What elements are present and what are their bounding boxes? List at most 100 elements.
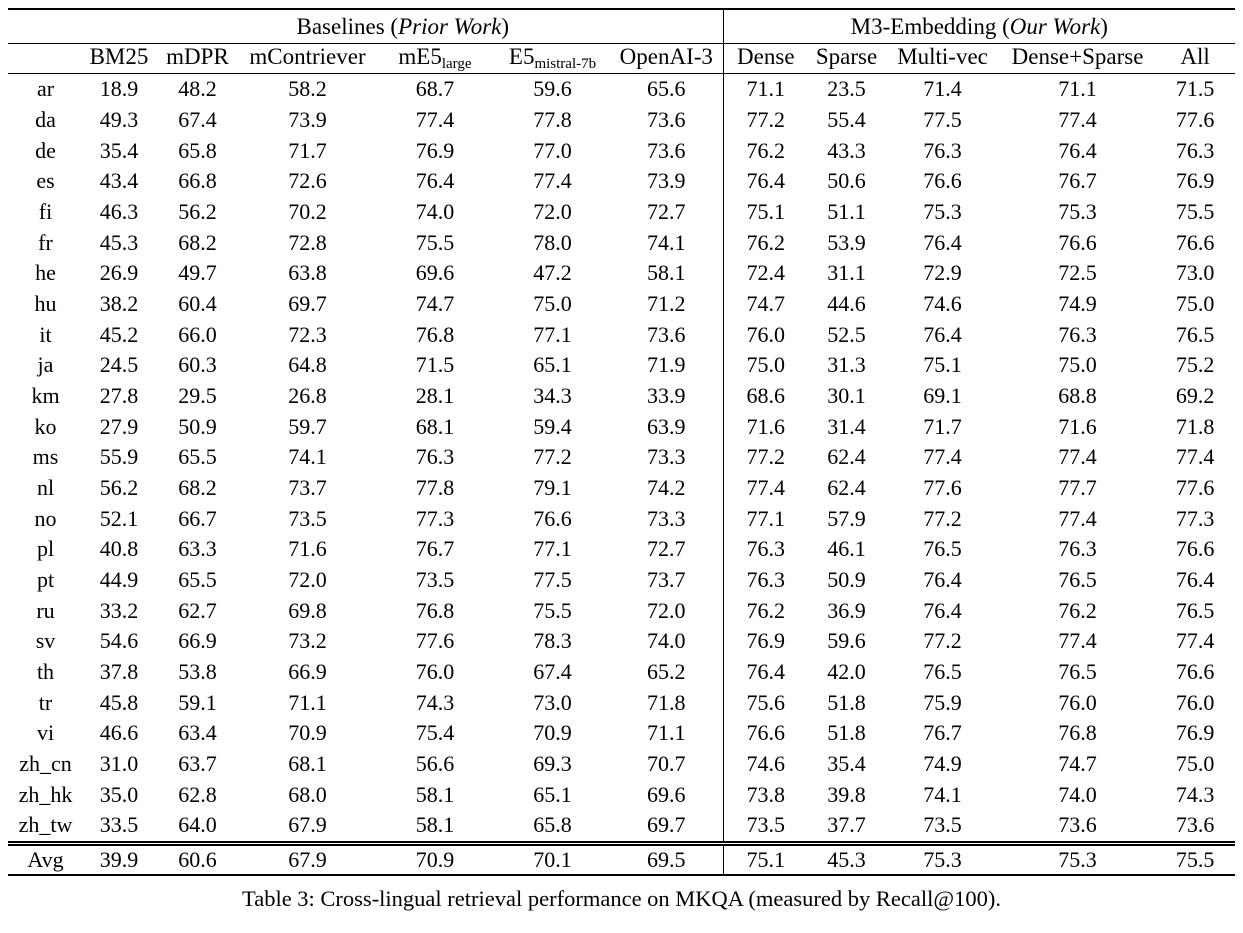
table-row: th 37.8 53.8 66.9 76.0 67.4 65.2 76.4 42.0 76.5 76… [8, 656, 1235, 688]
value-cell: 73.9 [647, 168, 686, 194]
value-cell: 51.1 [827, 199, 866, 225]
value-cell: 55.4 [827, 107, 866, 132]
value-cell: 28.1 [415, 383, 455, 409]
value-cell: 76.2 [722, 595, 809, 627]
value-cell: 65.8 [533, 812, 572, 838]
language-label: zh_cn [19, 751, 72, 777]
value-cell: 75.5 [1155, 840, 1236, 876]
value-cell: 47.2 [533, 260, 572, 286]
value-cell: 76.4 [923, 321, 962, 347]
value-cell: 77.2 [923, 505, 962, 531]
value-cell: 68.6 [722, 380, 809, 412]
value-cell: 71.7 [288, 137, 327, 163]
table-body: ar 18.9 48.2 58.2 68.7 59.6 65.6 71.1 23.5 71.4 71… [8, 73, 1236, 876]
value-cell: 71.9 [647, 352, 686, 378]
value-cell: 71.6 [288, 536, 327, 562]
value-cell: 77.4 [1058, 628, 1097, 654]
table-row: da 49.3 67.4 73.9 77.4 77.8 73.6 77.2 55.4 77.5 77… [8, 104, 1235, 136]
value-cell: 74.6 [722, 748, 809, 780]
col-header-e5-mistral-7b: E5mistral-7b [495, 43, 610, 74]
value-cell: 76.4 [722, 166, 809, 197]
value-cell: 76.8 [415, 321, 455, 347]
value-cell: 77.4 [722, 472, 809, 504]
value-cell: 74.7 [415, 291, 455, 317]
value-cell: 31.1 [827, 260, 866, 286]
value-cell: 75.5 [1175, 199, 1215, 225]
value-cell: 39.8 [827, 781, 866, 807]
value-cell: 76.6 [1175, 536, 1215, 562]
value-cell: 76.5 [1058, 659, 1097, 685]
value-cell: 73.5 [722, 810, 809, 844]
value-cell: 52.1 [99, 505, 139, 531]
value-cell: 76.7 [1058, 168, 1097, 194]
value-cell: 75.1 [722, 196, 809, 228]
value-cell: 77.2 [923, 628, 962, 654]
value-cell: 77.4 [1058, 505, 1097, 531]
value-cell: 56.2 [99, 475, 139, 501]
value-cell: 67.9 [240, 840, 375, 876]
value-cell: 75.2 [1175, 352, 1215, 378]
value-cell: 76.9 [722, 626, 809, 657]
table-row: zh_hk 35.0 62.8 68.0 58.1 65.1 69.6 73.8 39.8 74.… [8, 779, 1235, 811]
value-cell: 44.9 [99, 567, 139, 593]
value-cell: 73.8 [722, 779, 809, 811]
value-cell: 79.1 [533, 475, 572, 501]
value-cell: 71.6 [722, 411, 809, 443]
value-cell: 75.0 [1058, 352, 1097, 378]
value-cell: 77.8 [533, 107, 572, 132]
column-header-row: BM25 mDPR mContriever mE5large E5mistral… [8, 43, 1236, 74]
value-cell: 68.2 [178, 475, 217, 501]
value-cell: 68.0 [288, 781, 327, 807]
table-row: nl 56.2 68.2 73.7 77.8 79.1 74.2 77.4 62.4 77.6 77… [8, 472, 1235, 504]
language-label: Avg [8, 840, 83, 876]
value-cell: 35.4 [827, 751, 866, 777]
value-cell: 73.6 [647, 321, 686, 347]
value-cell: 72.5 [1058, 260, 1097, 286]
col-header-multi-vec: Multi-vec [885, 43, 1001, 74]
value-cell: 76.3 [1175, 137, 1215, 163]
value-cell: 78.3 [533, 628, 572, 654]
col-header-bm25: BM25 [83, 43, 155, 74]
value-cell: 59.7 [288, 413, 327, 439]
value-cell: 77.5 [533, 567, 572, 593]
col-header-mcontriever: mContriever [240, 43, 375, 74]
value-cell: 48.2 [178, 76, 217, 102]
value-cell: 77.5 [923, 107, 962, 132]
col-header-dense: Dense [722, 43, 809, 74]
value-cell: 74.0 [1058, 781, 1097, 807]
value-cell: 74.9 [923, 751, 962, 777]
value-cell: 70.9 [288, 720, 327, 746]
value-cell: 51.8 [827, 689, 866, 715]
value-cell: 66.8 [178, 168, 217, 194]
value-cell: 46.6 [99, 720, 139, 746]
value-cell: 76.6 [1175, 229, 1215, 255]
value-cell: 77.2 [722, 442, 809, 473]
value-cell: 51.8 [827, 720, 866, 746]
language-label: vi [36, 720, 55, 746]
value-cell: 69.7 [288, 291, 327, 317]
value-cell: 71.6 [1058, 413, 1097, 439]
value-cell: 59.6 [533, 76, 572, 102]
value-cell: 68.7 [415, 76, 455, 102]
value-cell: 40.8 [99, 536, 139, 562]
value-cell: 27.9 [99, 413, 139, 439]
value-cell: 71.4 [923, 76, 962, 102]
value-cell: 76.5 [1058, 567, 1097, 593]
col-header-openai-3: OpenAI-3 [610, 43, 724, 74]
value-cell: 65.5 [178, 567, 217, 593]
value-cell: 71.8 [1175, 413, 1215, 439]
value-cell: 56.2 [178, 199, 217, 225]
value-cell: 76.4 [415, 168, 455, 194]
value-cell: 49.7 [178, 260, 217, 286]
value-cell: 74.6 [923, 291, 962, 317]
group-m3-italic: Our Work [1009, 13, 1101, 39]
value-cell: 67.4 [533, 659, 572, 685]
value-cell: 65.2 [647, 659, 686, 685]
value-cell: 24.5 [99, 352, 139, 378]
value-cell: 75.0 [1175, 291, 1215, 317]
value-cell: 74.1 [288, 444, 327, 470]
value-cell: 23.5 [827, 76, 866, 102]
table-row: zh_cn 31.0 63.7 68.1 56.6 69.3 70.7 74.6 35.4 74.… [8, 748, 1235, 780]
value-cell: 66.9 [288, 659, 327, 685]
corner-cell [8, 8, 83, 44]
